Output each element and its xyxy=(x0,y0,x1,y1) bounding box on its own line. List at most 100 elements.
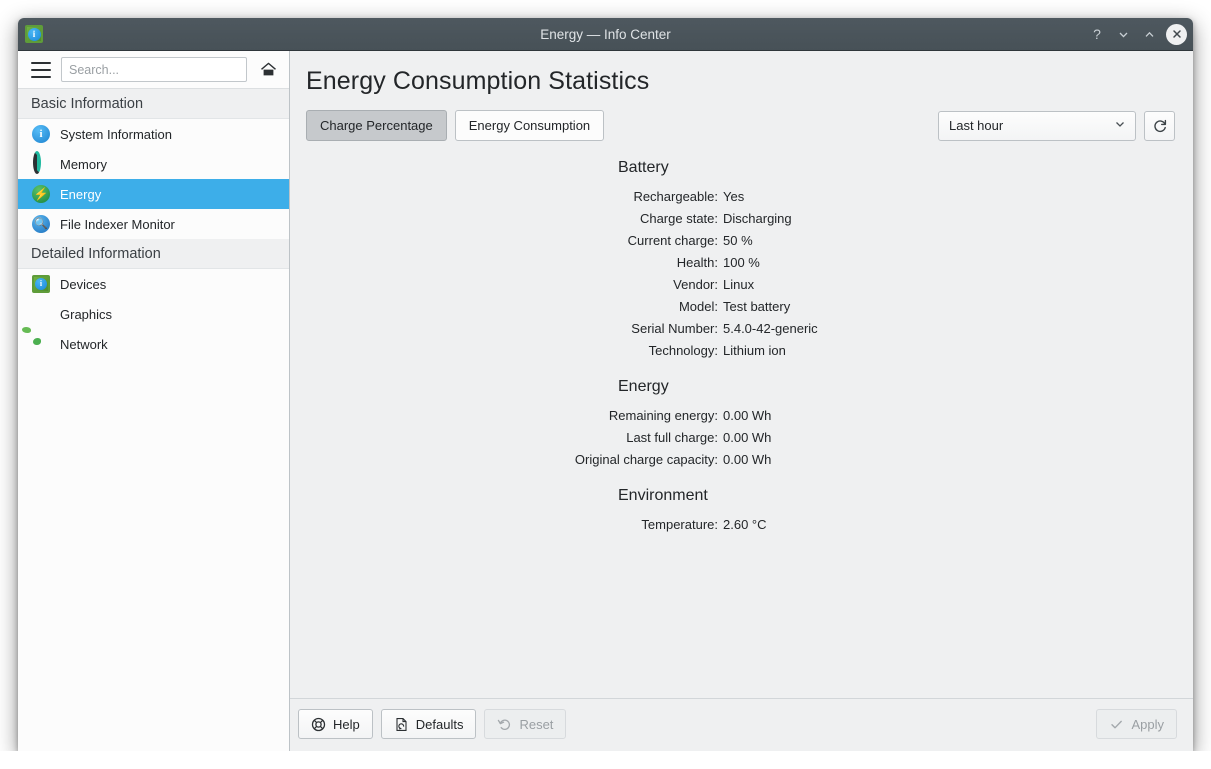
titlebar-minimize-button[interactable] xyxy=(1111,22,1135,46)
chevron-down-icon xyxy=(1119,32,1127,38)
sidebar-item-label: Network xyxy=(60,336,108,352)
chevron-down-icon xyxy=(1113,117,1127,134)
info-value: 0.00 Wh xyxy=(723,430,772,445)
info-value: 50 % xyxy=(723,233,753,248)
tab-energy-consumption[interactable]: Energy Consumption xyxy=(454,110,605,141)
info-label: Last full charge: xyxy=(626,430,718,445)
titlebar-buttons: ? xyxy=(1085,22,1187,46)
info-label: Serial Number: xyxy=(631,321,718,336)
footer-button-bar: Help Defaults xyxy=(290,698,1193,751)
info-label: Current charge: xyxy=(627,233,718,248)
apply-button: Apply xyxy=(1096,709,1177,739)
search-input[interactable] xyxy=(61,57,247,82)
info-row: Rechargeable: Yes xyxy=(306,186,1175,208)
memory-icon xyxy=(32,151,50,174)
info-label: Original charge capacity: xyxy=(574,452,718,467)
info-row: Temperature: 2.60 °C xyxy=(306,514,1175,536)
content-panel: Energy Consumption Statistics Charge Per… xyxy=(290,51,1193,751)
sidebar-navigation-list: Basic Information i System Information M… xyxy=(18,89,289,751)
sidebar-item-system-information[interactable]: i System Information xyxy=(18,119,289,149)
info-app-icon: i xyxy=(25,25,43,43)
section-title: Battery xyxy=(618,159,669,176)
defaults-button[interactable]: Defaults xyxy=(380,709,477,739)
sidebar-item-devices[interactable]: i Devices xyxy=(18,269,289,299)
defaults-button-label: Defaults xyxy=(415,716,464,732)
info-label: Technology: xyxy=(648,343,718,358)
sidebar-item-label: Devices xyxy=(60,276,107,292)
info-value: Test battery xyxy=(723,299,791,314)
info-value: 0.00 Wh xyxy=(723,408,772,423)
sidebar-item-file-indexer-monitor[interactable]: 🔍 File Indexer Monitor xyxy=(18,209,289,239)
page-title: Energy Consumption Statistics xyxy=(306,67,650,95)
sidebar-item-graphics[interactable]: Graphics xyxy=(18,299,289,329)
info-label: Health: xyxy=(676,255,718,270)
info-row: Original charge capacity: 0.00 Wh xyxy=(306,449,1175,471)
help-button[interactable]: Help xyxy=(298,709,373,739)
desktop-background xyxy=(0,751,1211,769)
close-icon xyxy=(1172,30,1181,38)
sidebar-item-label: Memory xyxy=(60,156,107,172)
sidebar-item-memory[interactable]: Memory xyxy=(18,149,289,179)
devices-icon: i xyxy=(32,275,50,293)
time-range-select[interactable]: Last hour xyxy=(938,110,1136,141)
range-controls: Last hour xyxy=(938,110,1175,141)
tab-charge-percentage[interactable]: Charge Percentage xyxy=(306,110,447,141)
energy-bolt-icon: ⚡ xyxy=(32,185,50,203)
info-row: Current charge: 50 % xyxy=(306,230,1175,252)
apply-button-label: Apply xyxy=(1131,716,1164,732)
content-scroll-area: Energy Consumption Statistics Charge Per… xyxy=(290,51,1193,698)
window-body: Basic Information i System Information M… xyxy=(18,51,1193,751)
titlebar-close-button[interactable] xyxy=(1166,23,1187,45)
info-label: Remaining energy: xyxy=(608,408,718,423)
info-label: Rechargeable: xyxy=(633,189,718,204)
sidebar-item-label: Energy xyxy=(60,186,102,202)
question-mark-icon: ? xyxy=(1093,26,1101,42)
sidebar-item-label: Graphics xyxy=(60,306,113,322)
refresh-button[interactable] xyxy=(1144,110,1175,141)
sidebar-item-energy[interactable]: ⚡ Energy xyxy=(18,179,289,209)
info-value: 100 % xyxy=(723,255,760,270)
sidebar-item-label: File Indexer Monitor xyxy=(60,216,175,232)
info-row: Last full charge: 0.00 Wh xyxy=(306,427,1175,449)
network-globe-icon xyxy=(32,335,50,353)
time-range-value: Last hour xyxy=(949,118,1004,133)
info-value: Linux xyxy=(723,277,755,292)
info-value: 0.00 Wh xyxy=(723,452,772,467)
info-circle-icon: i xyxy=(32,125,50,143)
section-title: Energy xyxy=(618,378,669,395)
reset-button-label: Reset xyxy=(519,716,554,732)
info-value: 2.60 °C xyxy=(723,517,767,532)
graphics-sphere-icon xyxy=(32,305,50,323)
info-section-battery: Battery Rechargeable: Yes Charge state: … xyxy=(306,159,1175,362)
app-icon-letter: i xyxy=(27,27,41,41)
help-button-label: Help xyxy=(333,716,360,732)
reset-button: Reset xyxy=(484,709,567,739)
reset-undo-icon xyxy=(497,717,512,732)
sidebar-toolbar xyxy=(18,51,289,89)
info-label: Charge state: xyxy=(639,211,718,226)
info-row: Charge state: Discharging xyxy=(306,208,1175,230)
info-value: Lithium ion xyxy=(723,343,786,358)
sidebar-section-header-basic: Basic Information xyxy=(18,89,289,119)
info-row: Vendor: Linux xyxy=(306,274,1175,296)
check-icon xyxy=(1109,717,1124,732)
info-section-environment: Environment Temperature: 2.60 °C xyxy=(306,487,1175,536)
info-row: Health: 100 % xyxy=(306,252,1175,274)
home-icon[interactable] xyxy=(257,59,279,81)
application-window: i Energy — Info Center ? xyxy=(18,18,1193,751)
controls-row: Charge Percentage Energy Consumption Las… xyxy=(306,110,1175,141)
chevron-up-icon xyxy=(1145,31,1153,37)
sidebar-item-network[interactable]: Network xyxy=(18,329,289,359)
titlebar[interactable]: i Energy — Info Center ? xyxy=(18,18,1193,51)
info-row: Technology: Lithium ion xyxy=(306,340,1175,362)
info-label: Vendor: xyxy=(673,277,718,292)
window-title: Energy — Info Center xyxy=(540,26,671,42)
hamburger-menu-icon[interactable] xyxy=(31,61,51,78)
section-title: Environment xyxy=(618,487,708,504)
sidebar: Basic Information i System Information M… xyxy=(18,51,290,751)
titlebar-maximize-button[interactable] xyxy=(1137,22,1161,46)
info-value: 5.4.0-42-generic xyxy=(723,321,818,336)
info-section-energy: Energy Remaining energy: 0.00 Wh Last fu… xyxy=(306,378,1175,471)
info-row: Model: Test battery xyxy=(306,296,1175,318)
titlebar-help-button[interactable]: ? xyxy=(1085,22,1109,46)
